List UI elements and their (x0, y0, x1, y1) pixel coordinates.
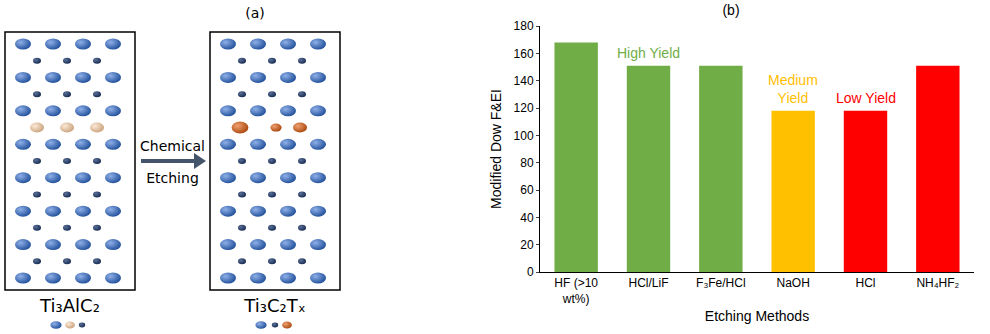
svg-text:High Yield: High Yield (617, 45, 680, 61)
svg-text:160: 160 (514, 47, 534, 61)
svg-text:Modified Dow F&EI: Modified Dow F&EI (488, 89, 504, 209)
svg-text:120: 120 (514, 101, 534, 115)
svg-text:NaOH: NaOH (776, 276, 809, 290)
svg-text:HCl: HCl (856, 276, 876, 290)
svg-text:NH₄HF₂: NH₄HF₂ (916, 276, 959, 290)
svg-text:Low Yield: Low Yield (836, 90, 896, 106)
svg-text:HCl/LiF: HCl/LiF (628, 276, 668, 290)
svg-text:(a): (a) (245, 5, 265, 21)
svg-text:HF (>10wt%): HF (>10wt%) (554, 276, 598, 306)
svg-text:Etching: Etching (146, 170, 199, 186)
svg-text:180: 180 (514, 19, 534, 33)
svg-text:Ti₃C₂Tₓ: Ti₃C₂Tₓ (243, 295, 305, 316)
svg-text:60: 60 (520, 183, 534, 197)
svg-text:Chemical: Chemical (140, 138, 205, 154)
svg-text:80: 80 (520, 156, 534, 170)
svg-text:F₃Fe/HCl: F₃Fe/HCl (696, 276, 746, 290)
svg-text:100: 100 (514, 129, 534, 143)
svg-text:0: 0 (527, 265, 534, 279)
svg-text:Etching Methods: Etching Methods (705, 308, 809, 324)
svg-text:Ti₃AlC₂: Ti₃AlC₂ (39, 295, 100, 316)
svg-text:140: 140 (514, 74, 534, 88)
svg-text:20: 20 (520, 238, 534, 252)
svg-text:(b): (b) (722, 2, 739, 18)
svg-text:40: 40 (520, 211, 534, 225)
svg-text:MediumYield: MediumYield (768, 72, 818, 106)
